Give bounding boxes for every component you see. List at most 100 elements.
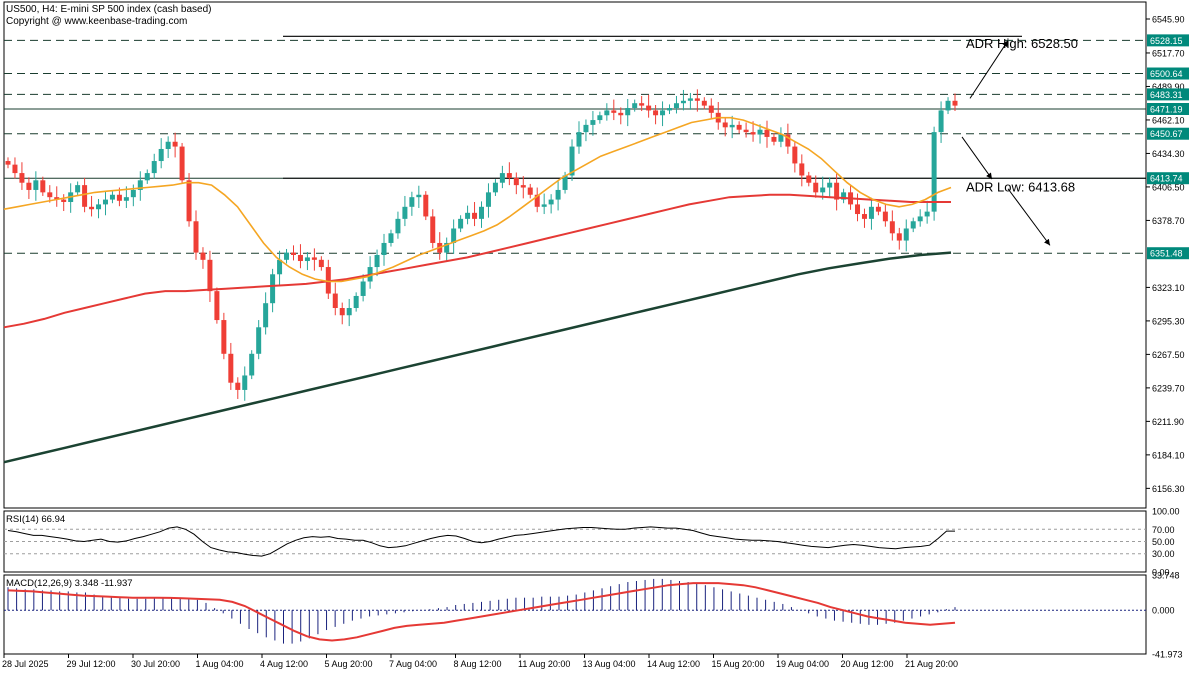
candle-body [618,112,624,116]
rsi-panel: 100.00 70.00 50.00 30.00 0.00 [4,507,1180,578]
candle-body [242,375,248,390]
candle-body [520,185,526,188]
x-tick-label: 4 Aug 12:00 [260,659,308,669]
x-tick-label: 21 Aug 20:00 [905,659,958,669]
candle-body [339,308,345,316]
candle-body [625,108,631,116]
candle-body [799,163,805,176]
candle-body [256,327,262,354]
adr-low-label: ADR Low: 6413.68 [966,180,1075,195]
candle-body [388,233,394,243]
y-tick-label: 6239.70 [1152,383,1185,393]
x-tick-label: 11 Aug 20:00 [518,659,570,669]
candle-body [541,204,547,207]
x-tick-label: 28 Jul 2025 [2,659,49,669]
level-tag-label: 6413.74 [1150,174,1183,184]
candle-body [827,182,833,188]
rsi-tick-label: 100.00 [1152,507,1180,517]
candle-body [653,110,659,116]
candle-body [875,206,881,212]
x-tick-label: 8 Aug 12:00 [454,659,502,669]
candle-body [534,194,540,207]
level-tag-bg [1147,247,1189,260]
level-tag-bg [1147,34,1189,47]
moving-averages [3,116,952,464]
candle-body [931,132,937,212]
candle-body [40,180,46,193]
candle-body [764,129,770,137]
x-tick-label: 5 Aug 20:00 [325,659,373,669]
candle-body [499,173,505,183]
y-tick-label: 6434.30 [1152,149,1185,159]
candle-body [639,103,645,106]
x-tick-label: 29 Jul 12:00 [67,659,116,669]
candle-body [694,98,700,101]
candle-body [792,146,798,164]
ma-mid-line [3,193,951,329]
y-tick-label: 6545.90 [1152,14,1185,24]
adr-annotations: ADR High: 6528.50 ADR Low: 6413.68 [961,36,1078,246]
adr-low-arrow-1 [961,136,993,180]
candle-body [109,194,115,200]
level-tag-bg [1147,102,1189,115]
candle-body [158,148,164,162]
candle-body [513,177,519,186]
candle-body [465,212,471,219]
level-tag-bg [1147,88,1189,101]
candle-body [806,175,812,183]
candle-body [743,129,749,133]
candle-body [402,206,408,219]
candle-body [200,252,206,260]
y-tick-label: 6489.90 [1152,82,1185,92]
candle-body [318,259,324,268]
candle-body [952,100,958,106]
candle-body [186,180,192,222]
level-tag-bg [1147,67,1189,80]
candle-body [813,182,819,193]
y-tick-label: 6267.50 [1152,350,1185,360]
y-tick-label: 6406.50 [1152,182,1185,192]
candle-body [778,134,784,142]
candle-body [492,182,498,193]
candle-body [33,180,39,190]
candle-body [841,192,847,200]
candle-body [346,308,352,316]
adr-high-arrow [969,40,1009,99]
macd-tick-label: 0.000 [1152,606,1175,616]
candle-body [353,295,359,309]
y-tick-label: 6462.10 [1152,115,1185,125]
candle-body [61,199,67,202]
rsi-line [7,526,955,557]
level-tag-bg [1147,172,1189,185]
candle-body [597,115,603,121]
level-tag-label: 6483.31 [1150,90,1183,100]
candle-body [290,252,296,255]
candle-body [506,173,512,178]
candle-body [5,161,11,165]
x-tick-label: 7 Aug 04:00 [389,659,437,669]
candle-body [102,199,108,205]
candle-body [19,173,25,183]
candle-body [736,124,742,130]
y-tick-label: 6378.70 [1152,216,1185,226]
candle-body [680,100,686,104]
candle-body [297,255,303,262]
candle-body [381,242,387,255]
candle-body [896,233,902,241]
candle-body [729,124,735,128]
candle-body [458,218,464,229]
candle-body [270,274,276,304]
candle-body [89,206,95,210]
candle-body [277,259,283,275]
y-tick-label: 6156.30 [1152,484,1185,494]
level-tag-bg [1147,127,1189,140]
ma-slow-line [3,251,952,464]
y-tick-label: 6184.10 [1152,450,1185,460]
candle-body [409,197,415,207]
rsi-tick-label: 70.00 [1152,525,1175,535]
candle-body [785,134,791,147]
panel-frame-0 [3,1,1147,509]
candle-body [263,303,269,328]
candle-body [12,164,18,174]
